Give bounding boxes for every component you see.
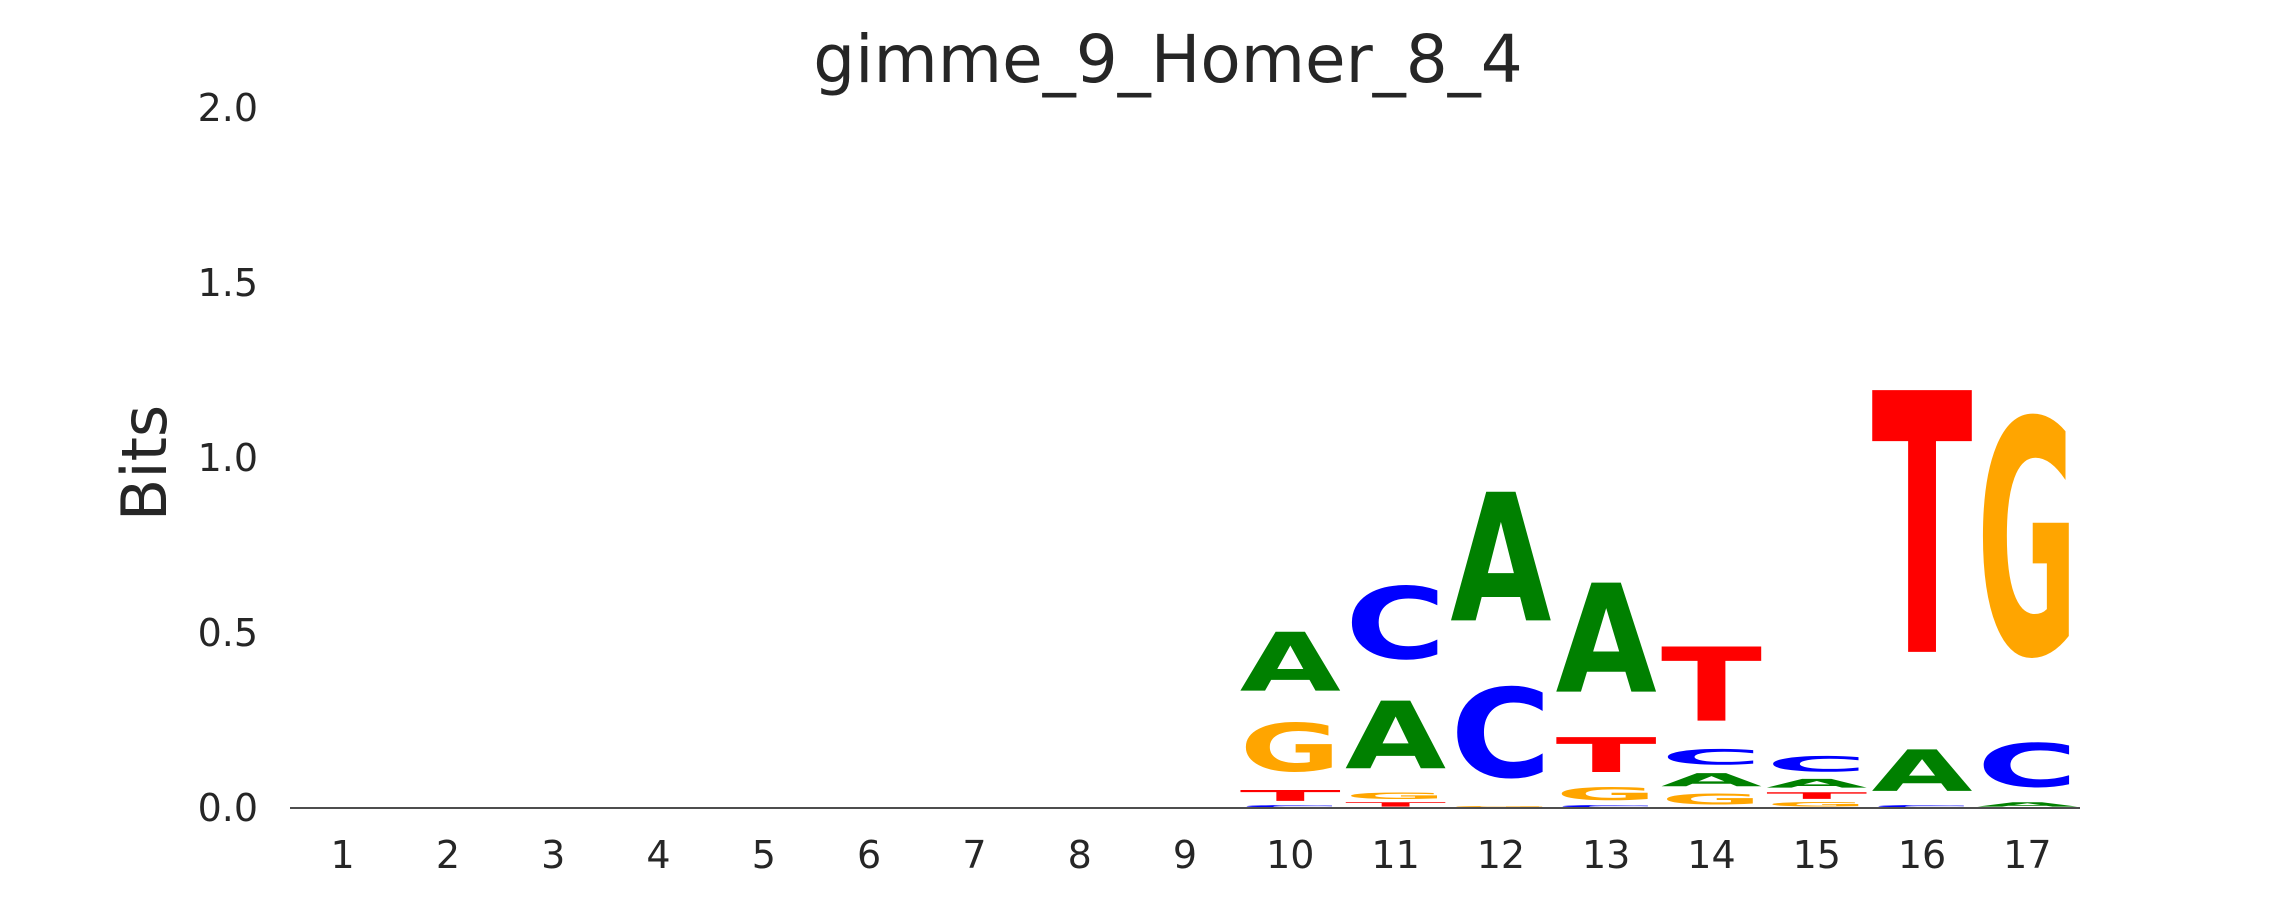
logo-letter-a: A bbox=[1556, 554, 1657, 728]
logo-letter-c: C bbox=[1977, 731, 2078, 801]
x-tick-label: 4 bbox=[646, 833, 670, 877]
y-axis-ticks: 0.0 0.5 1.0 1.5 2.0 bbox=[198, 86, 258, 830]
y-tick-label: 0.0 bbox=[198, 786, 258, 830]
logo-letter-t: T bbox=[1661, 626, 1762, 744]
logo-letter-c: C bbox=[1450, 663, 1551, 806]
y-axis-label: Bits bbox=[108, 405, 181, 521]
logo-letter-c: C bbox=[1556, 805, 1657, 808]
logo-letter-a: A bbox=[1450, 457, 1551, 663]
logo-letter-c: C bbox=[1345, 568, 1446, 683]
logo-letter-t: T bbox=[1240, 787, 1341, 804]
logo-letter-a: A bbox=[1345, 682, 1446, 790]
logo-letter-t: T bbox=[1345, 801, 1446, 808]
logo-letter-a: A bbox=[1240, 615, 1341, 709]
y-tick-label: 1.0 bbox=[198, 436, 258, 480]
x-tick-label: 12 bbox=[1477, 833, 1525, 877]
logo-letter-c: C bbox=[1661, 745, 1762, 769]
x-tick-label: 16 bbox=[1898, 833, 1946, 877]
logo-letter-t: T bbox=[1556, 728, 1657, 784]
x-tick-label: 8 bbox=[1068, 833, 1092, 877]
logo-letter-c: C bbox=[1240, 805, 1341, 808]
logo-letter-c: C bbox=[1872, 805, 1973, 808]
logo-letter-c: C bbox=[1766, 752, 1867, 776]
logo-letter-stacks: CTGATGACGCACGTAGACTGTACCATACG bbox=[1240, 319, 2079, 809]
x-tick-label: 15 bbox=[1793, 833, 1841, 877]
x-axis-ticks: 1 2 3 4 5 6 7 8 9 10 11 12 13 14 15 16 17 bbox=[331, 833, 2052, 877]
y-tick-label: 1.5 bbox=[198, 261, 258, 305]
logo-letter-a: A bbox=[1766, 777, 1867, 791]
x-tick-label: 9 bbox=[1173, 833, 1197, 877]
logo-letter-g: G bbox=[1977, 353, 2078, 730]
x-tick-label: 14 bbox=[1687, 833, 1735, 877]
x-tick-label: 5 bbox=[752, 833, 776, 877]
x-tick-label: 11 bbox=[1371, 833, 1419, 877]
logo-letter-g: G bbox=[1240, 711, 1341, 788]
x-tick-label: 3 bbox=[541, 833, 565, 877]
logo-letter-a: A bbox=[1661, 769, 1762, 790]
logo-letter-g: G bbox=[1556, 783, 1657, 804]
y-tick-label: 0.5 bbox=[198, 611, 258, 655]
logo-letter-g: G bbox=[1766, 801, 1867, 808]
x-tick-label: 7 bbox=[962, 833, 986, 877]
logo-letter-g: G bbox=[1661, 791, 1762, 808]
logo-letter-a: A bbox=[1872, 738, 1973, 804]
x-tick-label: 2 bbox=[436, 833, 460, 877]
x-tick-label: 10 bbox=[1266, 833, 1314, 877]
logo-letter-t: T bbox=[1872, 319, 1974, 737]
logo-letter-g: G bbox=[1345, 791, 1446, 801]
x-tick-label: 6 bbox=[857, 833, 881, 877]
x-tick-label: 13 bbox=[1582, 833, 1630, 877]
y-tick-label: 2.0 bbox=[198, 86, 258, 130]
chart-title: gimme_9_Homer_8_4 bbox=[813, 21, 1522, 98]
logo-letter-a: A bbox=[1977, 801, 2079, 808]
x-tick-label: 1 bbox=[331, 833, 355, 877]
logo-letter-t: T bbox=[1766, 791, 1868, 801]
x-tick-label: 17 bbox=[2003, 833, 2051, 877]
